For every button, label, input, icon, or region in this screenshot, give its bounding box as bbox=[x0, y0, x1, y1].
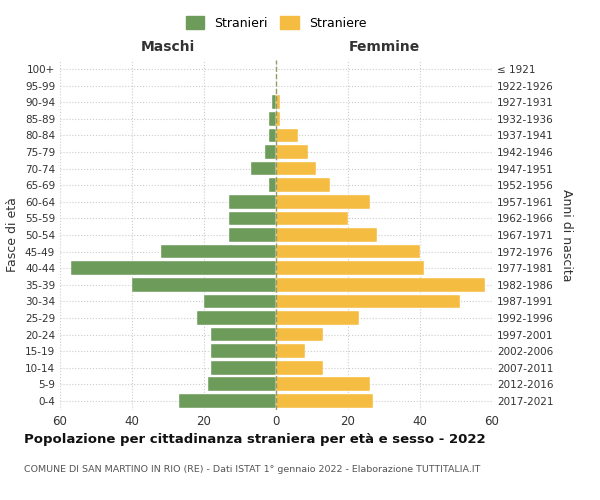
Bar bbox=[211, 361, 276, 374]
Bar bbox=[276, 245, 420, 258]
Bar bbox=[229, 195, 276, 208]
Bar bbox=[276, 328, 323, 342]
Text: Femmine: Femmine bbox=[349, 40, 419, 54]
Bar bbox=[251, 162, 276, 175]
Bar bbox=[71, 262, 276, 275]
Bar bbox=[208, 378, 276, 391]
Bar bbox=[276, 128, 298, 142]
Bar bbox=[276, 262, 424, 275]
Bar bbox=[204, 294, 276, 308]
Bar bbox=[276, 212, 348, 225]
Bar bbox=[265, 146, 276, 159]
Y-axis label: Anni di nascita: Anni di nascita bbox=[560, 188, 573, 281]
Bar bbox=[276, 311, 359, 324]
Bar bbox=[276, 195, 370, 208]
Text: Maschi: Maschi bbox=[141, 40, 195, 54]
Bar bbox=[269, 178, 276, 192]
Bar bbox=[211, 328, 276, 342]
Bar bbox=[276, 278, 485, 291]
Legend: Stranieri, Straniere: Stranieri, Straniere bbox=[181, 11, 371, 35]
Y-axis label: Fasce di età: Fasce di età bbox=[7, 198, 19, 272]
Bar bbox=[276, 162, 316, 175]
Bar bbox=[161, 245, 276, 258]
Bar bbox=[229, 228, 276, 242]
Bar bbox=[276, 361, 323, 374]
Bar bbox=[197, 311, 276, 324]
Bar bbox=[276, 394, 373, 407]
Bar bbox=[276, 96, 280, 109]
Bar bbox=[272, 96, 276, 109]
Bar bbox=[269, 128, 276, 142]
Bar bbox=[269, 112, 276, 126]
Bar bbox=[276, 294, 460, 308]
Bar bbox=[276, 178, 330, 192]
Bar bbox=[132, 278, 276, 291]
Bar bbox=[276, 146, 308, 159]
Bar bbox=[276, 344, 305, 358]
Bar bbox=[211, 344, 276, 358]
Bar bbox=[276, 228, 377, 242]
Text: COMUNE DI SAN MARTINO IN RIO (RE) - Dati ISTAT 1° gennaio 2022 - Elaborazione TU: COMUNE DI SAN MARTINO IN RIO (RE) - Dati… bbox=[24, 466, 481, 474]
Bar bbox=[276, 378, 370, 391]
Bar bbox=[276, 112, 280, 126]
Text: Popolazione per cittadinanza straniera per età e sesso - 2022: Popolazione per cittadinanza straniera p… bbox=[24, 432, 485, 446]
Bar bbox=[229, 212, 276, 225]
Bar bbox=[179, 394, 276, 407]
